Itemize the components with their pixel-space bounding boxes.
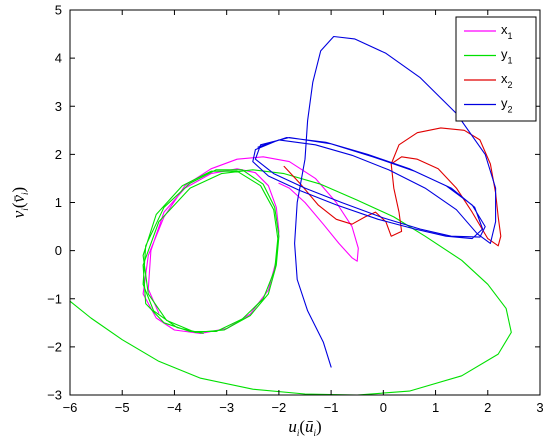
x-tick-label: −3 bbox=[219, 400, 234, 415]
series-line-y1 bbox=[69, 169, 512, 396]
x-tick-label: −6 bbox=[63, 400, 78, 415]
y-axis-label-sub: i bbox=[20, 208, 30, 211]
y-axis-label: vi(v̄i) bbox=[9, 187, 30, 218]
x-axis-label-sub: i bbox=[297, 428, 300, 438]
y-tick-label: −2 bbox=[47, 339, 62, 354]
y-tick-label: 2 bbox=[55, 147, 62, 162]
legend-label-sub: 2 bbox=[508, 105, 513, 115]
x-tick-label: 0 bbox=[380, 400, 387, 415]
legend-label-x1: x1 bbox=[501, 22, 513, 41]
x-tick-label: −5 bbox=[115, 400, 130, 415]
legend-label-main: y bbox=[501, 47, 508, 62]
y-axis-label-close-paren: ) bbox=[9, 187, 28, 193]
y-axis-label-paren-sub: i bbox=[20, 192, 30, 195]
x-axis-label-paren-main: ū bbox=[305, 417, 314, 436]
x-tick-label: 2 bbox=[484, 400, 491, 415]
y-tick-label: −3 bbox=[47, 388, 62, 403]
legend-label-sub: 1 bbox=[508, 56, 513, 66]
legend-label-sub: 1 bbox=[508, 31, 513, 41]
x-tick-label: −1 bbox=[324, 400, 339, 415]
legend-label-main: x bbox=[501, 22, 508, 37]
series-line-y2 bbox=[252, 35, 497, 368]
series-line-x1 bbox=[142, 156, 359, 334]
y-tick-label: −1 bbox=[47, 291, 62, 306]
legend-label-y2: y2 bbox=[501, 96, 513, 115]
legend-label-sub: 2 bbox=[508, 80, 513, 90]
y-tick-label: 1 bbox=[55, 195, 62, 210]
y-tick-label: 5 bbox=[55, 3, 62, 18]
series-line-x2 bbox=[283, 127, 502, 247]
legend-label-main: x bbox=[501, 71, 508, 86]
y-tick-label: 4 bbox=[55, 51, 62, 66]
legend-box bbox=[455, 16, 537, 122]
x-axis-label: ui(ūi) bbox=[288, 417, 321, 438]
x-axis-label-close-paren: ) bbox=[316, 417, 322, 436]
x-tick-label: 1 bbox=[432, 400, 439, 415]
y-axis-label-paren-main: v̄ bbox=[9, 195, 28, 203]
legend-label-y1: y1 bbox=[501, 47, 513, 66]
legend-label-x2: x2 bbox=[501, 71, 513, 90]
x-tick-label: −2 bbox=[271, 400, 286, 415]
ticks-layer: −6 −5 −4 −3 −2 −1 0 1 2 3 −3 −2 −1 0 1 2 3 4 5 bbox=[47, 3, 543, 416]
y-axis-label-main: v bbox=[9, 210, 28, 218]
x-tick-label: 3 bbox=[536, 400, 543, 415]
series-layer bbox=[69, 35, 512, 396]
y-axis-label-open-paren: ( bbox=[9, 202, 28, 208]
x-tick-label: −4 bbox=[167, 400, 182, 415]
x-axis-label-open-paren: ( bbox=[299, 417, 305, 436]
y-tick-label: 3 bbox=[55, 99, 62, 114]
legend-label-main: y bbox=[501, 96, 508, 111]
y-tick-label: 0 bbox=[55, 243, 62, 258]
x-axis-label-main: u bbox=[288, 417, 297, 436]
x-axis-label-paren-sub: i bbox=[314, 428, 317, 438]
